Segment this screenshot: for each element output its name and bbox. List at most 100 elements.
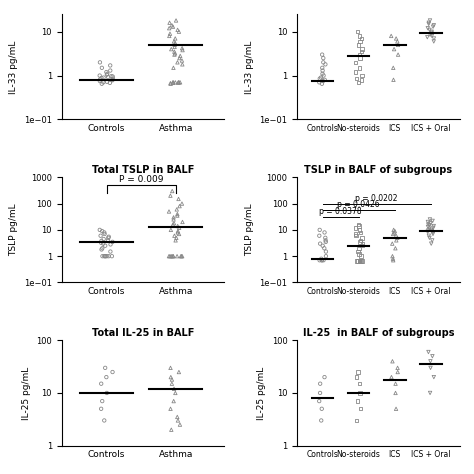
Point (96, 77, 104, 85)
Point (429, 224, 437, 232)
Y-axis label: IL-25 pg/mL: IL-25 pg/mL (257, 366, 266, 419)
Point (319, 242, 327, 249)
Point (394, 368, 401, 376)
Point (357, 237, 365, 244)
Point (167, 79, 174, 87)
Point (107, 62, 114, 69)
Point (356, 238, 364, 246)
Point (173, 234, 180, 242)
Point (167, 426, 175, 434)
Point (355, 79, 362, 86)
Point (169, 79, 177, 87)
Point (315, 397, 323, 405)
Point (96, 59, 104, 66)
Point (428, 226, 435, 234)
Point (105, 234, 112, 242)
Point (174, 417, 182, 424)
Point (98, 237, 105, 245)
Point (101, 252, 109, 260)
Point (176, 202, 183, 210)
Point (318, 417, 325, 424)
Point (170, 216, 177, 223)
Title: Total TSLP in BALF: Total TSLP in BALF (91, 165, 194, 175)
Point (389, 230, 397, 238)
Point (319, 59, 327, 66)
Point (109, 238, 116, 246)
Point (393, 234, 401, 242)
Point (356, 257, 363, 265)
Point (167, 364, 174, 372)
Point (170, 37, 178, 45)
Point (167, 192, 174, 200)
Point (170, 64, 177, 72)
Point (392, 35, 400, 42)
Point (390, 64, 397, 72)
Point (319, 67, 327, 74)
Point (429, 230, 437, 238)
Point (358, 46, 365, 53)
Point (425, 19, 433, 27)
Point (316, 240, 324, 247)
Point (175, 195, 182, 203)
Point (319, 51, 326, 58)
Point (109, 75, 117, 82)
Point (424, 218, 432, 226)
Point (103, 389, 110, 397)
Point (173, 413, 181, 421)
Point (174, 228, 182, 236)
Point (107, 241, 114, 248)
Point (172, 17, 180, 24)
Point (353, 75, 360, 82)
Point (98, 380, 105, 387)
Point (169, 252, 177, 260)
Point (390, 76, 397, 83)
Point (98, 74, 105, 82)
Point (101, 364, 109, 372)
Point (430, 222, 438, 230)
Point (169, 23, 177, 30)
Point (426, 31, 434, 38)
Point (171, 50, 179, 57)
Point (390, 46, 398, 53)
Point (176, 79, 184, 86)
Point (358, 35, 365, 42)
Point (357, 48, 365, 55)
Point (166, 30, 174, 37)
Point (169, 79, 177, 86)
Point (100, 252, 108, 260)
Y-axis label: TSLP pg/mL: TSLP pg/mL (9, 203, 18, 256)
Point (390, 226, 397, 234)
Point (358, 72, 365, 79)
Point (166, 19, 173, 27)
Y-axis label: TSLP pg/mL: TSLP pg/mL (245, 203, 254, 256)
Point (387, 32, 395, 40)
Point (175, 79, 182, 86)
Text: p = 0.0378: p = 0.0378 (319, 207, 362, 216)
Point (170, 397, 177, 405)
Point (389, 255, 397, 263)
Point (165, 252, 173, 260)
Point (173, 210, 181, 218)
Point (168, 187, 176, 195)
Point (175, 224, 183, 232)
Point (355, 245, 363, 252)
Point (176, 55, 183, 62)
Point (321, 228, 328, 236)
Point (167, 80, 174, 88)
Point (356, 405, 364, 412)
Point (172, 237, 179, 244)
Point (168, 21, 176, 29)
Point (100, 74, 108, 82)
Point (427, 357, 434, 365)
Title: Total IL-25 in BALF: Total IL-25 in BALF (91, 328, 194, 338)
Point (353, 257, 361, 265)
Point (167, 46, 175, 53)
Point (394, 41, 402, 49)
Point (105, 252, 112, 260)
Point (179, 61, 186, 68)
Point (321, 61, 329, 68)
Point (426, 221, 434, 229)
Point (100, 79, 107, 86)
Point (103, 71, 110, 78)
Point (392, 232, 400, 239)
